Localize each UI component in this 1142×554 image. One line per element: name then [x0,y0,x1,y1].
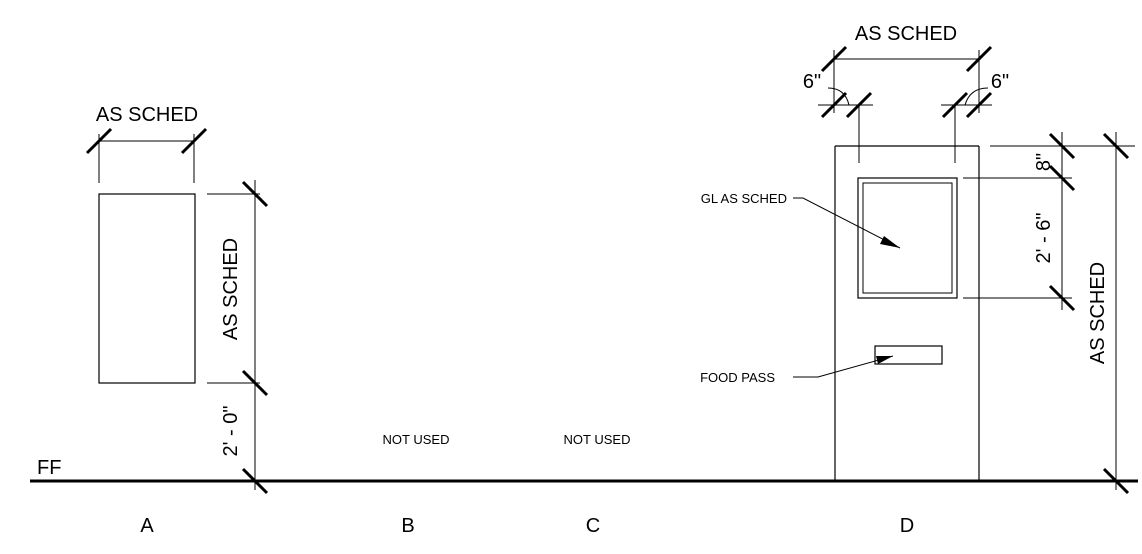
elevation-d: AS SCHED 6" 6" 8" 2' - 6" [700,23,1135,495]
height-dim-a-text: AS SCHED [220,238,242,340]
left-margin-text: 6" [803,71,821,93]
glass-note-leader: GL AS SCHED [701,191,901,249]
food-pass-slot [874,345,943,365]
width-dim-a-text: AS SCHED [96,104,198,126]
not-used-b-label: NOT USED [383,432,450,447]
vision-lite-outer [857,177,958,299]
sill-dim-a-text: 2' - 0" [220,406,242,457]
top-dim-text: 8" [1033,153,1055,171]
width-dimension-d: AS SCHED [820,23,993,113]
ff-label: FF [37,457,61,479]
glass-height-dim-text: 2' - 6" [1033,213,1055,264]
window-a-outline [98,193,196,384]
elevation-a: AS SCHED AS SCHED 2' - 0" [85,104,269,495]
food-pass-note-text: FOOD PASS [700,370,775,385]
glass-note-text: GL AS SCHED [701,191,787,206]
right-margin-text: 6" [991,71,1009,93]
lite-dimension-d: 8" 2' - 6" [963,132,1076,312]
vision-lite-inner [862,182,953,294]
height-dimension-a: AS SCHED 2' - 0" [207,180,269,495]
overall-height-dimension-d: AS SCHED [1072,132,1135,495]
elevation-label-b: B [401,515,414,537]
elevation-label-c: C [586,515,600,537]
width-dimension-a: AS SCHED [85,104,208,183]
overall-height-dim-text: AS SCHED [1087,262,1109,364]
elevation-label-a: A [140,515,154,537]
margin-dimensions-d: 6" 6" [803,71,1009,119]
width-dim-d-text: AS SCHED [855,23,957,45]
food-pass-leader: FOOD PASS [700,355,894,385]
not-used-c-label: NOT USED [564,432,631,447]
elevation-label-d: D [900,515,914,537]
